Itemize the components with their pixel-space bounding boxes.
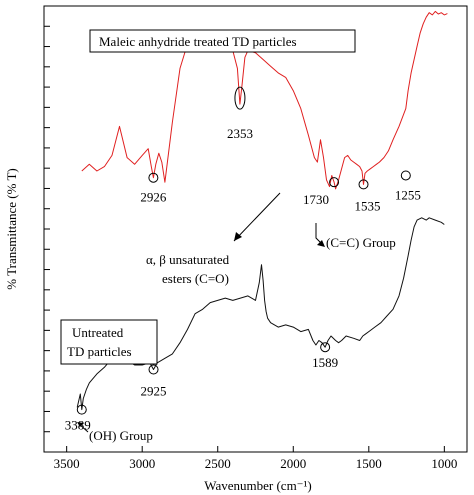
cc-group-label: (C=C) Group xyxy=(326,235,396,250)
y-axis-ticks xyxy=(44,5,50,453)
peak-label: 1730 xyxy=(303,192,329,207)
y-axis-title: % Transmittance (% T) xyxy=(4,168,19,289)
x-tick-label: 1500 xyxy=(356,456,382,471)
oh-group-label: (OH) Group xyxy=(89,428,153,443)
peak-label: 2353 xyxy=(227,126,253,141)
x-tick-label: 3000 xyxy=(129,456,155,471)
treated-series-line xyxy=(81,10,448,190)
untreated-series-label-line1: Untreated xyxy=(72,325,124,340)
untreated-label-box xyxy=(60,319,158,365)
untreated-series-line xyxy=(76,217,445,411)
ester-arrowhead xyxy=(234,232,242,241)
oh-group-arrowhead xyxy=(77,422,84,427)
series-layer xyxy=(76,10,448,411)
x-tick-label: 1000 xyxy=(431,456,457,471)
peak-marker xyxy=(358,179,369,190)
peak-marker xyxy=(76,404,87,415)
untreated-series-label-line2: TD particles xyxy=(67,344,132,359)
peak-label: 1535 xyxy=(355,198,381,213)
alpha-beta-label-line2: esters (C=O) xyxy=(162,271,229,286)
peak-label: 2925 xyxy=(141,383,167,398)
treated-series-label: Maleic anhydride treated TD particles xyxy=(99,34,297,49)
x-tick-label: 3500 xyxy=(54,456,80,471)
peak-marker xyxy=(148,172,159,183)
treated-label-box xyxy=(89,29,356,53)
peak-marker xyxy=(400,170,411,181)
x-tick-label: 2000 xyxy=(280,456,306,471)
peak-label: 1589 xyxy=(312,355,338,370)
x-axis-title: Wavenumber (cm⁻¹) xyxy=(204,478,312,493)
x-axis-ticks: 3500 3000 2500 2000 1500 1000 xyxy=(54,446,457,471)
peak-marker xyxy=(329,177,340,188)
peak-label: 2926 xyxy=(140,190,167,205)
peak-label: 1255 xyxy=(395,187,421,202)
ester-arrow xyxy=(233,192,281,242)
peak-marker xyxy=(148,364,159,375)
alpha-beta-label-line1: α, β unsaturated xyxy=(146,252,230,267)
peak-marker xyxy=(320,342,331,353)
peak-marker xyxy=(234,86,246,110)
cc-group-arrowhead xyxy=(317,240,325,247)
x-tick-label: 2500 xyxy=(205,456,231,471)
